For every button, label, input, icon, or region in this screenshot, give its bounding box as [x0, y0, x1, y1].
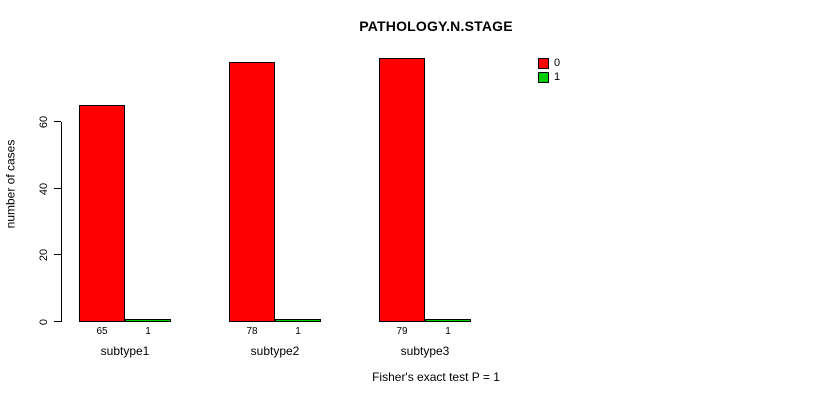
plot-area: 0 20 40 60 65 1 subtype1 78 1 subtype2 79 1 subtype3	[38, 45, 810, 358]
bar-subtype1-series-0	[79, 105, 125, 322]
legend-label: 0	[554, 57, 561, 69]
bar-count-label: 1	[145, 326, 151, 337]
y-tick-mark	[54, 321, 61, 322]
y-axis-title-box: number of cases	[2, 45, 18, 322]
y-tick-label: 20	[38, 249, 50, 262]
bar-subtype3-series-0	[379, 58, 425, 322]
y-tick-label: 0	[38, 318, 50, 326]
y-tick-mark	[54, 120, 61, 122]
x-category-label: subtype3	[400, 344, 450, 358]
bar-subtype3-series-1	[425, 318, 471, 322]
y-tick-mark	[54, 254, 61, 256]
bar-subtype1-series-1	[125, 318, 171, 322]
bar-subtype2-series-1	[275, 318, 321, 322]
x-category-label: subtype2	[250, 344, 300, 358]
legend-label: 1	[554, 71, 561, 83]
bar-count-label: 1	[445, 326, 451, 337]
legend-item: 1	[538, 72, 560, 83]
bar-subtype2-series-0	[229, 61, 275, 322]
y-tick-label: 60	[38, 115, 50, 128]
chart-title: PATHOLOGY.N.STAGE	[359, 18, 513, 34]
y-axis-title: number of cases	[3, 139, 17, 228]
legend-swatch-icon	[538, 72, 549, 83]
y-tick-label: 40	[38, 182, 50, 195]
legend-swatch-icon	[538, 58, 549, 69]
x-category-label: subtype1	[100, 344, 150, 358]
bar-count-label: 79	[396, 326, 408, 337]
bar-count-label: 78	[246, 326, 258, 337]
y-axis-line	[61, 121, 62, 322]
legend-item: 0	[538, 58, 560, 69]
y-tick-mark	[54, 187, 61, 189]
bar-count-label: 1	[295, 326, 301, 337]
bar-count-label: 65	[96, 326, 108, 337]
annotation-text: Fisher's exact test P = 1	[372, 370, 500, 384]
